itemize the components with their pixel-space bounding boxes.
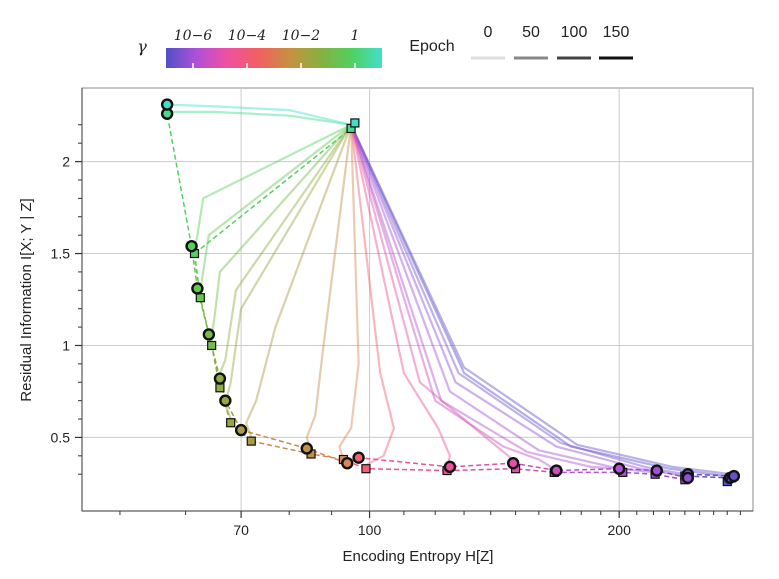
epoch-legend: Epoch 0 50 100 150 — [409, 24, 633, 60]
circle-marker — [234, 423, 248, 437]
square-marker — [350, 118, 360, 128]
trajectory-line — [224, 124, 353, 420]
frontier-dashed-segment — [556, 467, 620, 472]
trajectory-line — [350, 124, 451, 468]
colorbar — [166, 48, 382, 68]
epoch-legend-label: 150 — [603, 24, 630, 41]
square-marker — [195, 293, 205, 303]
colorbar-tick-label: 10−2 — [282, 28, 321, 44]
colorbar-tick-label: 10−6 — [174, 28, 213, 44]
y-tick-label: 2 — [62, 154, 70, 170]
trajectory-line — [167, 110, 352, 126]
y-tick-label: 1.5 — [51, 246, 71, 262]
colorbar-ticks: 10−6 10−4 10−2 1 — [174, 28, 360, 68]
y-tick-label: 1 — [62, 337, 70, 353]
circle-marker — [612, 462, 626, 475]
trajectory-line — [245, 124, 353, 438]
circle-marker — [443, 460, 457, 474]
frontier-dashed-segment — [310, 453, 344, 461]
colorbar-legend: γ 10−6 10−4 10−2 1 — [137, 28, 382, 68]
x-tick-label: 200 — [608, 522, 632, 538]
x-tick-label: 100 — [358, 522, 382, 538]
frontier-dashed-segment — [358, 456, 451, 468]
circle-marker — [213, 372, 227, 385]
frontier-dashed-segment — [251, 440, 312, 455]
frontier-dashed-segment — [515, 467, 555, 474]
epoch-legend-label: 50 — [522, 24, 540, 41]
circle-marker — [191, 282, 204, 295]
frontier-dashed-segment — [622, 471, 656, 475]
square-marker — [207, 340, 217, 351]
circle-marker — [681, 471, 695, 485]
trajectory-line — [167, 103, 352, 126]
colorbar-label: γ — [137, 37, 147, 56]
circle-marker — [160, 98, 174, 111]
y-tick-label: 0.5 — [51, 429, 71, 445]
colorbar-tick-label: 10−4 — [228, 28, 266, 44]
square-marker — [361, 464, 371, 474]
square-marker — [215, 383, 225, 393]
circle-marker — [219, 394, 232, 407]
frontier-dashed-segment — [619, 467, 657, 472]
circle-marker — [202, 328, 216, 341]
axes: 70 100 200 0.5 1 1.5 2 — [51, 88, 753, 538]
frontier-dashed-segment — [447, 467, 516, 472]
x-axis-label: Encoding Entropy H[Z] — [343, 548, 494, 565]
epoch-legend-title: Epoch — [409, 38, 454, 55]
circle-marker — [341, 456, 354, 470]
grid — [82, 88, 753, 511]
circle-marker — [650, 464, 663, 477]
colorbar-tick-label: 1 — [351, 28, 360, 44]
y-axis-label: Residual Information I[X; Y | Z] — [18, 198, 35, 401]
frontier-dashed-segment — [166, 113, 193, 247]
square-marker — [226, 418, 236, 428]
frontier-dashed-segment — [365, 467, 448, 472]
trajectory-line — [350, 124, 620, 470]
plot-area — [81, 87, 754, 512]
frontier-dashed-segment — [449, 462, 514, 468]
markers — [160, 98, 741, 487]
epoch-legend-label: 0 — [484, 24, 493, 41]
circle-marker — [185, 239, 198, 253]
trajectory-line — [350, 124, 555, 470]
circle-marker — [300, 442, 313, 455]
trajectory-line — [350, 124, 732, 476]
frontier-dashed-segment — [240, 429, 307, 450]
trajectory-line — [338, 124, 360, 460]
circle-marker — [506, 456, 520, 470]
circle-marker — [352, 451, 365, 464]
circle-marker — [550, 464, 563, 477]
frontier-dashed-segment — [194, 127, 352, 255]
circle-marker — [727, 469, 741, 483]
trajectory-line — [305, 124, 353, 453]
epoch-legend-label: 100 — [561, 24, 588, 41]
x-tick-label: 70 — [233, 522, 249, 538]
square-marker — [246, 436, 256, 446]
frontier-dashed-segment — [513, 462, 557, 472]
